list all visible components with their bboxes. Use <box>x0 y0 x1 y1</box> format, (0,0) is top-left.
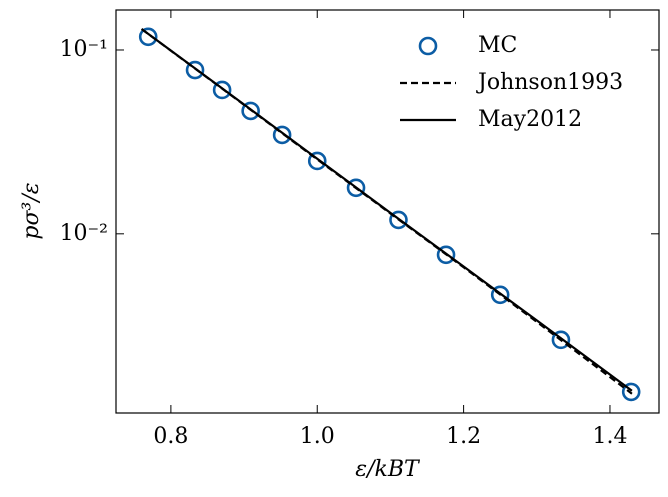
plot-frame <box>115 9 660 414</box>
data-point <box>551 330 571 350</box>
x-tick-label: 0.8 <box>153 424 188 449</box>
x-tick-label: 1.0 <box>300 424 335 449</box>
data-line <box>140 28 633 392</box>
y-tick-label: 10⁻¹ <box>60 37 108 62</box>
legend-label: Johnson1993 <box>476 70 623 95</box>
data-point <box>185 60 205 80</box>
x-tick-label: 1.2 <box>446 424 481 449</box>
data-point <box>307 151 327 171</box>
legend-label: May2012 <box>478 107 582 132</box>
data-point <box>346 178 366 198</box>
data-point <box>436 245 456 265</box>
legend-marker <box>418 36 438 56</box>
y-tick-label: 10⁻² <box>60 221 108 246</box>
data-point <box>621 382 641 402</box>
legend-label: MC <box>478 33 517 58</box>
data-point <box>490 285 510 305</box>
data-point <box>241 101 260 121</box>
data-point <box>389 210 408 230</box>
y-axis-label: pσ³/ε <box>19 182 44 239</box>
x-tick-label: 1.4 <box>592 424 627 449</box>
data-point <box>212 80 232 100</box>
data-point <box>138 27 158 47</box>
x-axis-label: ε/kBT <box>355 457 421 482</box>
data-point <box>272 125 292 145</box>
